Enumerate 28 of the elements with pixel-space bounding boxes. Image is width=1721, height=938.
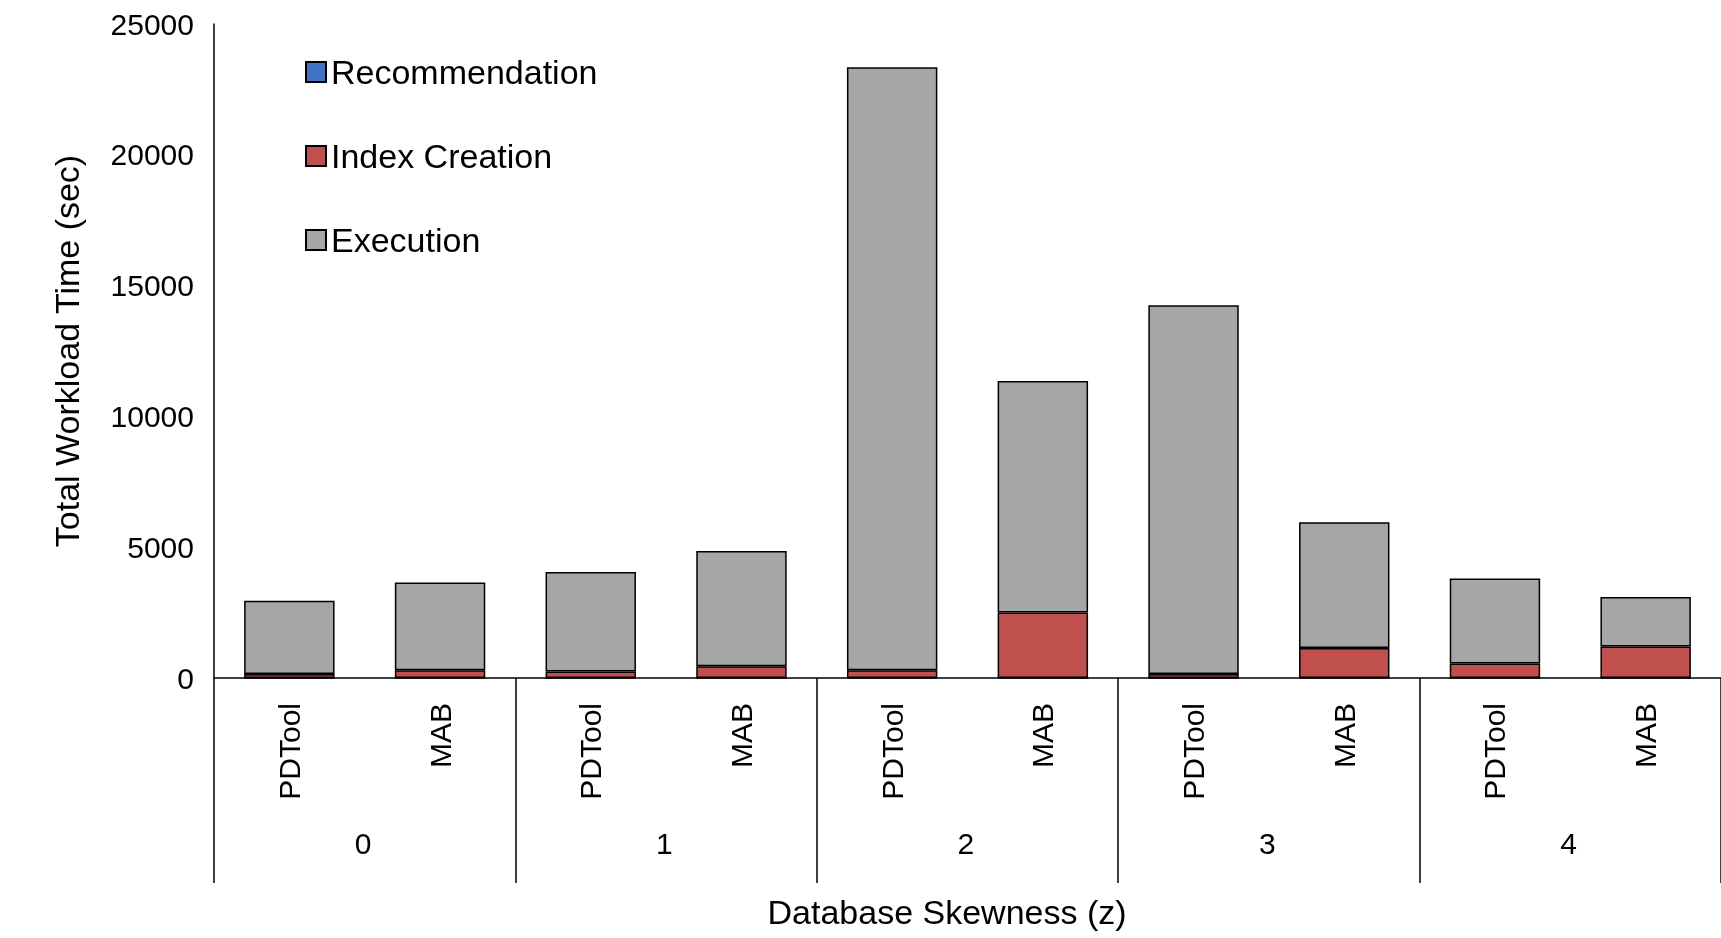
y-tick-label: 20000	[110, 138, 194, 172]
y-tick-label: 0	[177, 661, 194, 695]
text: 0	[354, 826, 372, 860]
x-tick-label: PDTool	[574, 703, 608, 800]
x-tick-label: MAB	[724, 703, 758, 769]
x-tick-label: PDTool	[272, 703, 306, 800]
legend-label: Index Creation	[331, 137, 553, 175]
bar	[244, 600, 335, 675]
text: 4	[1560, 826, 1577, 860]
text: 2	[957, 826, 975, 860]
y-tick-label: 5000	[127, 530, 194, 564]
x-tick-label: PDTool	[1177, 703, 1211, 800]
bar	[1148, 305, 1239, 675]
x-tick-label: MAB	[423, 703, 457, 769]
y-tick-label: 10000	[110, 399, 194, 433]
y-axis-title: Total Workload Time (sec)	[48, 154, 86, 548]
x-tick-label: PDTool	[875, 703, 909, 800]
legend-label: Recommendation	[331, 53, 598, 91]
x-tick-label: PDTool	[1478, 703, 1512, 800]
x-tick-label: MAB	[1629, 703, 1663, 769]
x-axis-title: Database Skewness (z)	[767, 893, 1127, 931]
x-tick-label: MAB	[1327, 703, 1361, 769]
text: 1	[656, 826, 673, 860]
text: 3	[1258, 826, 1276, 860]
x-tick-label: MAB	[1026, 703, 1060, 769]
y-tick-label: 15000	[110, 269, 194, 303]
y-tick-label: 25000	[110, 7, 194, 41]
legend-label: Execution	[331, 221, 481, 259]
